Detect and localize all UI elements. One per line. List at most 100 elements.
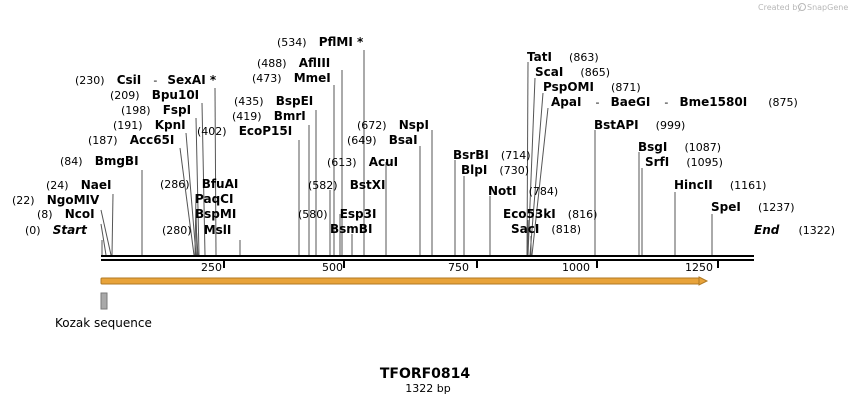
site-bspmi-name[interactable]: BspMI: [195, 207, 236, 221]
site-bspei[interactable]: (435) BspEI: [234, 90, 313, 109]
site-spei[interactable]: SpeI (1237): [711, 196, 795, 215]
site-bstxi[interactable]: (582) BstXI: [308, 174, 385, 193]
site-bspei-pos: (435): [234, 95, 264, 108]
site-pflmi-pos: (534): [277, 36, 307, 49]
site-bsmbi-name[interactable]: BsmBI: [330, 222, 372, 236]
ruler-label: 1250: [685, 261, 713, 274]
site-noti[interactable]: NotI (784): [488, 180, 558, 199]
site-naei-name: NaeI: [81, 178, 112, 192]
site-ecop15i[interactable]: (402) EcoP15I: [197, 120, 292, 139]
site-msli-pos: (280): [162, 224, 192, 237]
site-acui-pos: (613): [327, 156, 357, 169]
site-bmgbi[interactable]: (84) BmgBI: [60, 150, 139, 169]
site-msli[interactable]: (280) MslI: [162, 219, 231, 238]
sequence-title: TFORF0814: [380, 366, 471, 382]
site-bstapi-pos: (999): [656, 119, 686, 132]
site-pspomi[interactable]: PspOMI (871): [543, 76, 641, 95]
site-ecop15i-pos: (402): [197, 125, 227, 138]
site-end[interactable]: End (1322): [754, 219, 835, 238]
leader-csii: [214, 87, 217, 256]
site-paqci-name[interactable]: PaqCI: [195, 192, 233, 206]
site-hincii[interactable]: HincII (1161): [674, 174, 766, 193]
leader-ngomiv: [100, 209, 112, 256]
site-apai[interactable]: ApaI - BaeGI - Bme1580I (875): [551, 91, 798, 110]
site-scai-name: ScaI: [535, 65, 563, 79]
site-fspi[interactable]: (198) FspI: [121, 99, 191, 118]
leader-bpu10i: [201, 102, 206, 256]
site-nspi[interactable]: (672) NspI: [357, 114, 429, 133]
site-bsai[interactable]: (649) BsaI: [347, 129, 418, 148]
site-srfi[interactable]: SrfI (1095): [645, 151, 723, 170]
ruler-label: 250: [201, 261, 222, 274]
site-bmgbi-pos: (84): [60, 155, 83, 168]
orf-feature[interactable]: [100, 276, 709, 286]
leader-ncoi: [100, 223, 107, 256]
site-bfuai[interactable]: (286) BfuAI: [160, 173, 238, 192]
site-tati[interactable]: TatI (863): [527, 46, 599, 65]
site-bfuai-name: BfuAI: [202, 177, 239, 191]
leader-fspi: [195, 117, 200, 256]
site-fspi-name: FspI: [163, 103, 191, 117]
site-scai-pos: (865): [580, 66, 610, 79]
site-mmei-pos: (473): [252, 72, 282, 85]
site-separator: -: [153, 74, 157, 87]
site-hincii-name: HincII: [674, 178, 713, 192]
site-start[interactable]: (0) Start: [25, 219, 88, 238]
site-tati-pos: (863): [569, 51, 599, 64]
site-scai[interactable]: ScaI (865): [535, 61, 610, 80]
credit-brand: SnapGene: [807, 3, 848, 12]
site-end-name: End: [754, 223, 780, 237]
site-bpu10i[interactable]: (209) Bpu10I: [110, 84, 199, 103]
site-saci-pos: (818): [551, 223, 581, 236]
site-bsgi-pos: (1087): [684, 141, 721, 154]
site-blpi[interactable]: BlpI (730): [461, 159, 529, 178]
site-afliii[interactable]: (488) AflIII: [257, 52, 330, 71]
site-bsai-name: BsaI: [389, 133, 418, 147]
site-bstxi-pos: (582): [308, 179, 338, 192]
site-start-pos: (0): [25, 224, 41, 237]
site-bmri-name: BmrI: [274, 109, 306, 123]
site-mmei[interactable]: (473) MmeI: [252, 67, 331, 86]
site-pflmi-name: PflMI *: [319, 35, 364, 49]
site-esp3i[interactable]: (580) Esp3I: [298, 203, 376, 222]
site-ngomiv[interactable]: (22) NgoMIV: [12, 189, 100, 208]
site-ecop15i-name: EcoP15I: [239, 124, 293, 138]
site-bsrbi[interactable]: BsrBI (714): [453, 144, 531, 163]
sequence-backbone: [101, 255, 754, 261]
site-end-pos: (1322): [798, 224, 835, 237]
site-bme1580i-name: Bme1580I: [680, 95, 748, 109]
site-acc65i[interactable]: (187) Acc65I: [88, 129, 174, 148]
ruler-label: 1000: [562, 261, 590, 274]
sequence-length: 1322 bp: [405, 382, 450, 395]
site-eco53ki[interactable]: Eco53kI (816): [503, 203, 597, 222]
kozak-feature[interactable]: Kozak sequence: [55, 292, 152, 330]
site-baegi-name: BaeGI: [611, 95, 651, 109]
site-bmri-pos: (419): [232, 110, 262, 123]
site-bstapi[interactable]: BstAPI (999): [594, 114, 685, 133]
kozak-box: [100, 292, 108, 310]
site-leaders: [100, 50, 713, 256]
site-eco53ki-name: Eco53kI: [503, 207, 556, 221]
kozak-label: Kozak sequence: [55, 316, 152, 330]
site-apai-name: ApaI: [551, 95, 581, 109]
site-ncoi-name: NcoI: [65, 207, 95, 221]
site-naei[interactable]: (24) NaeI: [46, 174, 111, 193]
snapgene-logo-icon: [798, 3, 806, 11]
leader-apai: [531, 107, 549, 256]
site-bmri[interactable]: (419) BmrI: [232, 105, 306, 124]
orf-arrow-body: [100, 277, 700, 285]
site-acui[interactable]: (613) AcuI: [327, 151, 398, 170]
site-csii[interactable]: (230) CsiI - SexAI *: [75, 69, 217, 88]
site-bsrbi-name: BsrBI: [453, 148, 489, 162]
site-nspi-name: NspI: [399, 118, 429, 132]
site-kpni[interactable]: (191) KpnI: [113, 114, 186, 133]
credit-watermark: Created by SnapGene: [758, 3, 848, 12]
site-sexai-name: SexAI *: [167, 73, 216, 87]
site-ncoi[interactable]: (8) NcoI: [37, 203, 95, 222]
site-pflmi[interactable]: (534) PflMI *: [277, 31, 364, 50]
site-bsgi[interactable]: BsgI (1087): [638, 136, 721, 155]
site-noti-name: NotI: [488, 184, 517, 198]
site-saci[interactable]: SacI (818): [511, 218, 581, 237]
site-bspei-name: BspEI: [276, 94, 314, 108]
